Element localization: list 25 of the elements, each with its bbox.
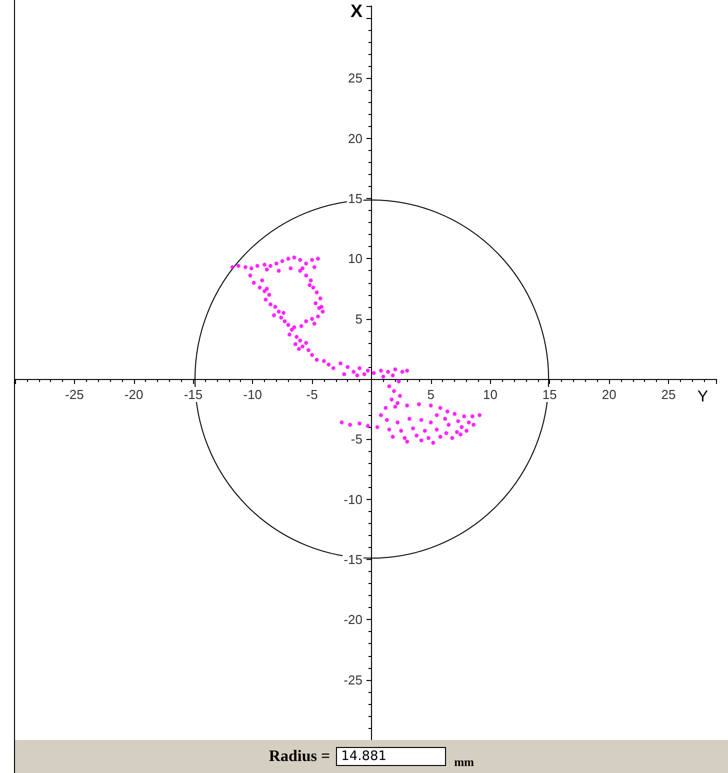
x-axis-title: Y [697, 388, 708, 406]
x-tick-label: -5 [306, 387, 318, 402]
x-tick-label: 10 [483, 387, 498, 402]
y-tick-label: 10 [348, 251, 362, 266]
y-axis-title: X [350, 1, 362, 21]
y-tick-label: 15 [348, 191, 362, 206]
y-tick-label: 25 [348, 70, 362, 86]
y-tick-label: 5 [355, 311, 362, 326]
x-tick-label: 25 [661, 387, 676, 402]
y-tick-label: -10 [344, 492, 362, 507]
y-tick-label: -15 [344, 552, 362, 568]
x-tick-label: -10 [243, 387, 262, 402]
x-tick-label: 15 [542, 387, 557, 402]
x-tick-label: -20 [124, 387, 144, 402]
text: mm [454, 755, 474, 770]
y-tick-label: -20 [344, 612, 362, 628]
y-tick-label: -5 [350, 432, 362, 447]
text: Radius = [268, 748, 330, 766]
x-tick-label: -15 [184, 387, 203, 402]
x-tick-label: -25 [65, 387, 84, 402]
x-tick-label: 5 [427, 387, 434, 402]
text-field: 14.881 [336, 747, 446, 766]
x-tick-label: 20 [602, 387, 616, 402]
y-tick-label: -25 [344, 672, 362, 688]
y-tick-label: 20 [348, 130, 362, 146]
